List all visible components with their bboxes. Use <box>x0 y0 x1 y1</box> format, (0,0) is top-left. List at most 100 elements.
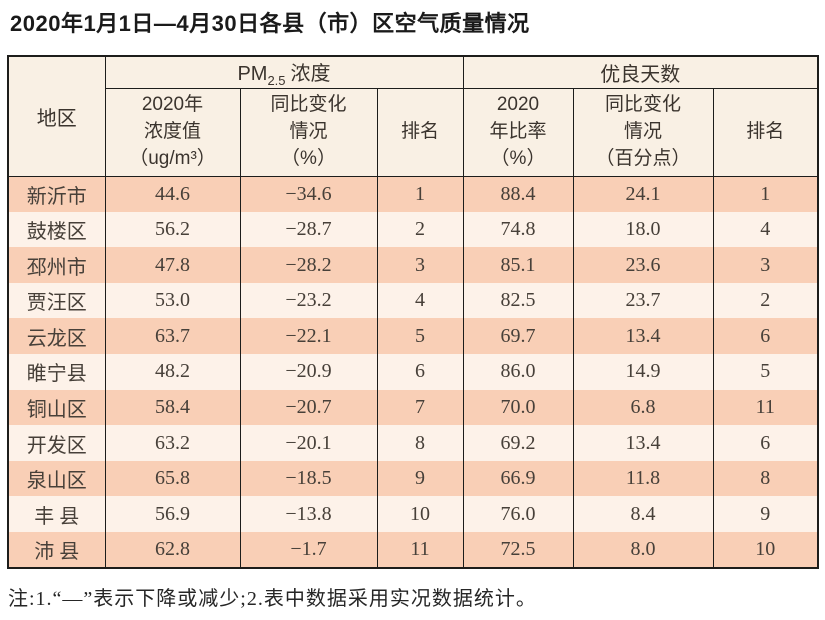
pm-rank-cell: 5 <box>376 318 464 355</box>
pm-rank-cell: 4 <box>376 282 464 319</box>
days-change-cell: 23.7 <box>572 282 714 319</box>
pm-rank-cell: 8 <box>376 425 464 461</box>
table-row: 云龙区 63.7 −22.1 5 69.7 13.4 6 <box>7 318 819 355</box>
region-cell: 铜山区 <box>7 389 106 426</box>
pm-value-cell: 48.2 <box>104 354 241 390</box>
table-row: 邳州市 47.8 −28.2 3 85.1 23.6 3 <box>7 247 819 283</box>
sub-header-row: 2020年 浓度值 （ug/m³） 同比变化 情况 （%） 排名 2020 年比… <box>8 87 819 177</box>
days-change-cell: 6.8 <box>572 389 714 426</box>
region-cell: 睢宁县 <box>7 354 106 390</box>
pm-value-cell: 53.0 <box>104 282 241 319</box>
pm-value-cell: 58.4 <box>104 389 241 426</box>
pm-change-cell: −20.7 <box>239 389 378 426</box>
days-change-cell: 8.4 <box>572 496 714 533</box>
pm-value-cell: 56.2 <box>104 211 241 248</box>
footnote: 注:1.“—”表示下降或减少;2.表中数据采用实况数据统计。 <box>8 587 537 610</box>
days-ratio-cell: 69.7 <box>462 318 574 355</box>
table-row: 新沂市 44.6 −34.6 1 88.4 24.1 1 <box>7 176 819 212</box>
pm-change-cell: −20.1 <box>239 425 378 461</box>
days-ratio-cell: 86.0 <box>462 354 574 390</box>
pm-rank-cell: 3 <box>376 247 464 283</box>
air-quality-table: 地区 PM2.5 浓度 优良天数 2020年 浓度值 （ug/m³） 同比变化 情… <box>7 54 820 569</box>
table-row: 丰 县 56.9 −13.8 10 76.0 8.4 9 <box>7 496 819 533</box>
table-row: 泉山区 65.8 −18.5 9 66.9 11.8 8 <box>7 460 819 497</box>
pm-change-cell: −13.8 <box>239 496 378 533</box>
pm-change-cell: −20.9 <box>239 354 378 390</box>
pm-rank-cell: 1 <box>376 176 464 212</box>
days-rank-cell: 1 <box>712 176 819 212</box>
pm-value-cell: 44.6 <box>104 176 241 212</box>
pm-change-cell: −1.7 <box>239 532 378 568</box>
table-row: 铜山区 58.4 −20.7 7 70.0 6.8 11 <box>7 389 819 426</box>
days-change-cell: 8.0 <box>572 532 714 568</box>
table-row: 鼓楼区 56.2 −28.7 2 74.8 18.0 4 <box>7 211 819 248</box>
table-row: 沛 县 62.8 −1.7 11 72.5 8.0 10 <box>7 532 819 568</box>
pm-rank-cell: 7 <box>376 389 464 426</box>
pm-change-cell: −34.6 <box>239 176 378 212</box>
table-row: 开发区 63.2 −20.1 8 69.2 13.4 6 <box>7 425 819 461</box>
table-row: 贾汪区 53.0 −23.2 4 82.5 23.7 2 <box>7 282 819 319</box>
pm-change-cell: −23.2 <box>239 282 378 319</box>
pm-rank-cell: 9 <box>376 460 464 497</box>
pm-value-cell: 63.7 <box>104 318 241 355</box>
days-ratio-cell: 85.1 <box>462 247 574 283</box>
days-rank-cell: 11 <box>712 389 819 426</box>
pm-value-cell: 56.9 <box>104 496 241 533</box>
days-ratio-cell: 82.5 <box>462 282 574 319</box>
days-change-cell: 18.0 <box>572 211 714 248</box>
days-rank-cell: 5 <box>712 354 819 390</box>
col-header-pm-value: 2020年 浓度值 （ug/m³） <box>104 87 241 177</box>
col-header-pm-change: 同比变化 情况 （%） <box>239 87 378 177</box>
days-change-cell: 14.9 <box>572 354 714 390</box>
days-change-cell: 23.6 <box>572 247 714 283</box>
pm-value-cell: 63.2 <box>104 425 241 461</box>
pm-change-cell: −28.7 <box>239 211 378 248</box>
pm-change-cell: −28.2 <box>239 247 378 283</box>
region-cell: 丰 县 <box>7 496 106 533</box>
pm-value-cell: 47.8 <box>104 247 241 283</box>
region-cell: 新沂市 <box>7 176 106 212</box>
pm25-group-label: PM2.5 浓度 <box>237 62 331 88</box>
group-header-row: 地区 PM2.5 浓度 优良天数 <box>7 55 819 177</box>
days-change-cell: 11.8 <box>572 460 714 497</box>
page-title: 2020年1月1日—4月30日各县（市）区空气质量情况 <box>10 11 530 36</box>
col-header-days-change: 同比变化 情况 （百分点） <box>572 87 714 177</box>
days-ratio-cell: 66.9 <box>462 460 574 497</box>
col-header-days-ratio: 2020 年比率 （%） <box>462 87 574 177</box>
col-header-days-rank: 排名 <box>712 87 819 177</box>
days-change-cell: 13.4 <box>572 425 714 461</box>
days-rank-cell: 10 <box>712 532 819 568</box>
days-rank-cell: 6 <box>712 425 819 461</box>
days-change-cell: 24.1 <box>572 176 714 212</box>
days-change-cell: 13.4 <box>572 318 714 355</box>
pm-rank-cell: 10 <box>376 496 464 533</box>
pm-rank-cell: 2 <box>376 211 464 248</box>
region-cell: 沛 县 <box>7 532 106 568</box>
pm-value-cell: 62.8 <box>104 532 241 568</box>
days-ratio-cell: 72.5 <box>462 532 574 568</box>
region-cell: 贾汪区 <box>7 282 106 319</box>
days-ratio-cell: 70.0 <box>462 389 574 426</box>
days-rank-cell: 2 <box>712 282 819 319</box>
region-cell: 开发区 <box>7 425 106 461</box>
days-ratio-cell: 76.0 <box>462 496 574 533</box>
region-cell: 邳州市 <box>7 247 106 283</box>
days-rank-cell: 4 <box>712 211 819 248</box>
col-group-pm25: PM2.5 浓度 <box>104 55 464 89</box>
col-header-pm-rank: 排名 <box>376 87 464 177</box>
days-rank-cell: 3 <box>712 247 819 283</box>
days-ratio-cell: 69.2 <box>462 425 574 461</box>
col-header-region: 地区 <box>7 55 106 177</box>
table-body: 新沂市 44.6 −34.6 1 88.4 24.1 1 鼓楼区 56.2 −28.7 2 74.8 1… <box>7 176 819 568</box>
pm-rank-cell: 6 <box>376 354 464 390</box>
days-rank-cell: 8 <box>712 460 819 497</box>
region-cell: 鼓楼区 <box>7 211 106 248</box>
col-group-good-days: 优良天数 <box>462 55 819 89</box>
region-cell: 泉山区 <box>7 460 106 497</box>
pm-value-cell: 65.8 <box>104 460 241 497</box>
pm-rank-cell: 11 <box>376 532 464 568</box>
days-ratio-cell: 88.4 <box>462 176 574 212</box>
region-cell: 云龙区 <box>7 318 106 355</box>
table-row: 睢宁县 48.2 −20.9 6 86.0 14.9 5 <box>7 354 819 390</box>
